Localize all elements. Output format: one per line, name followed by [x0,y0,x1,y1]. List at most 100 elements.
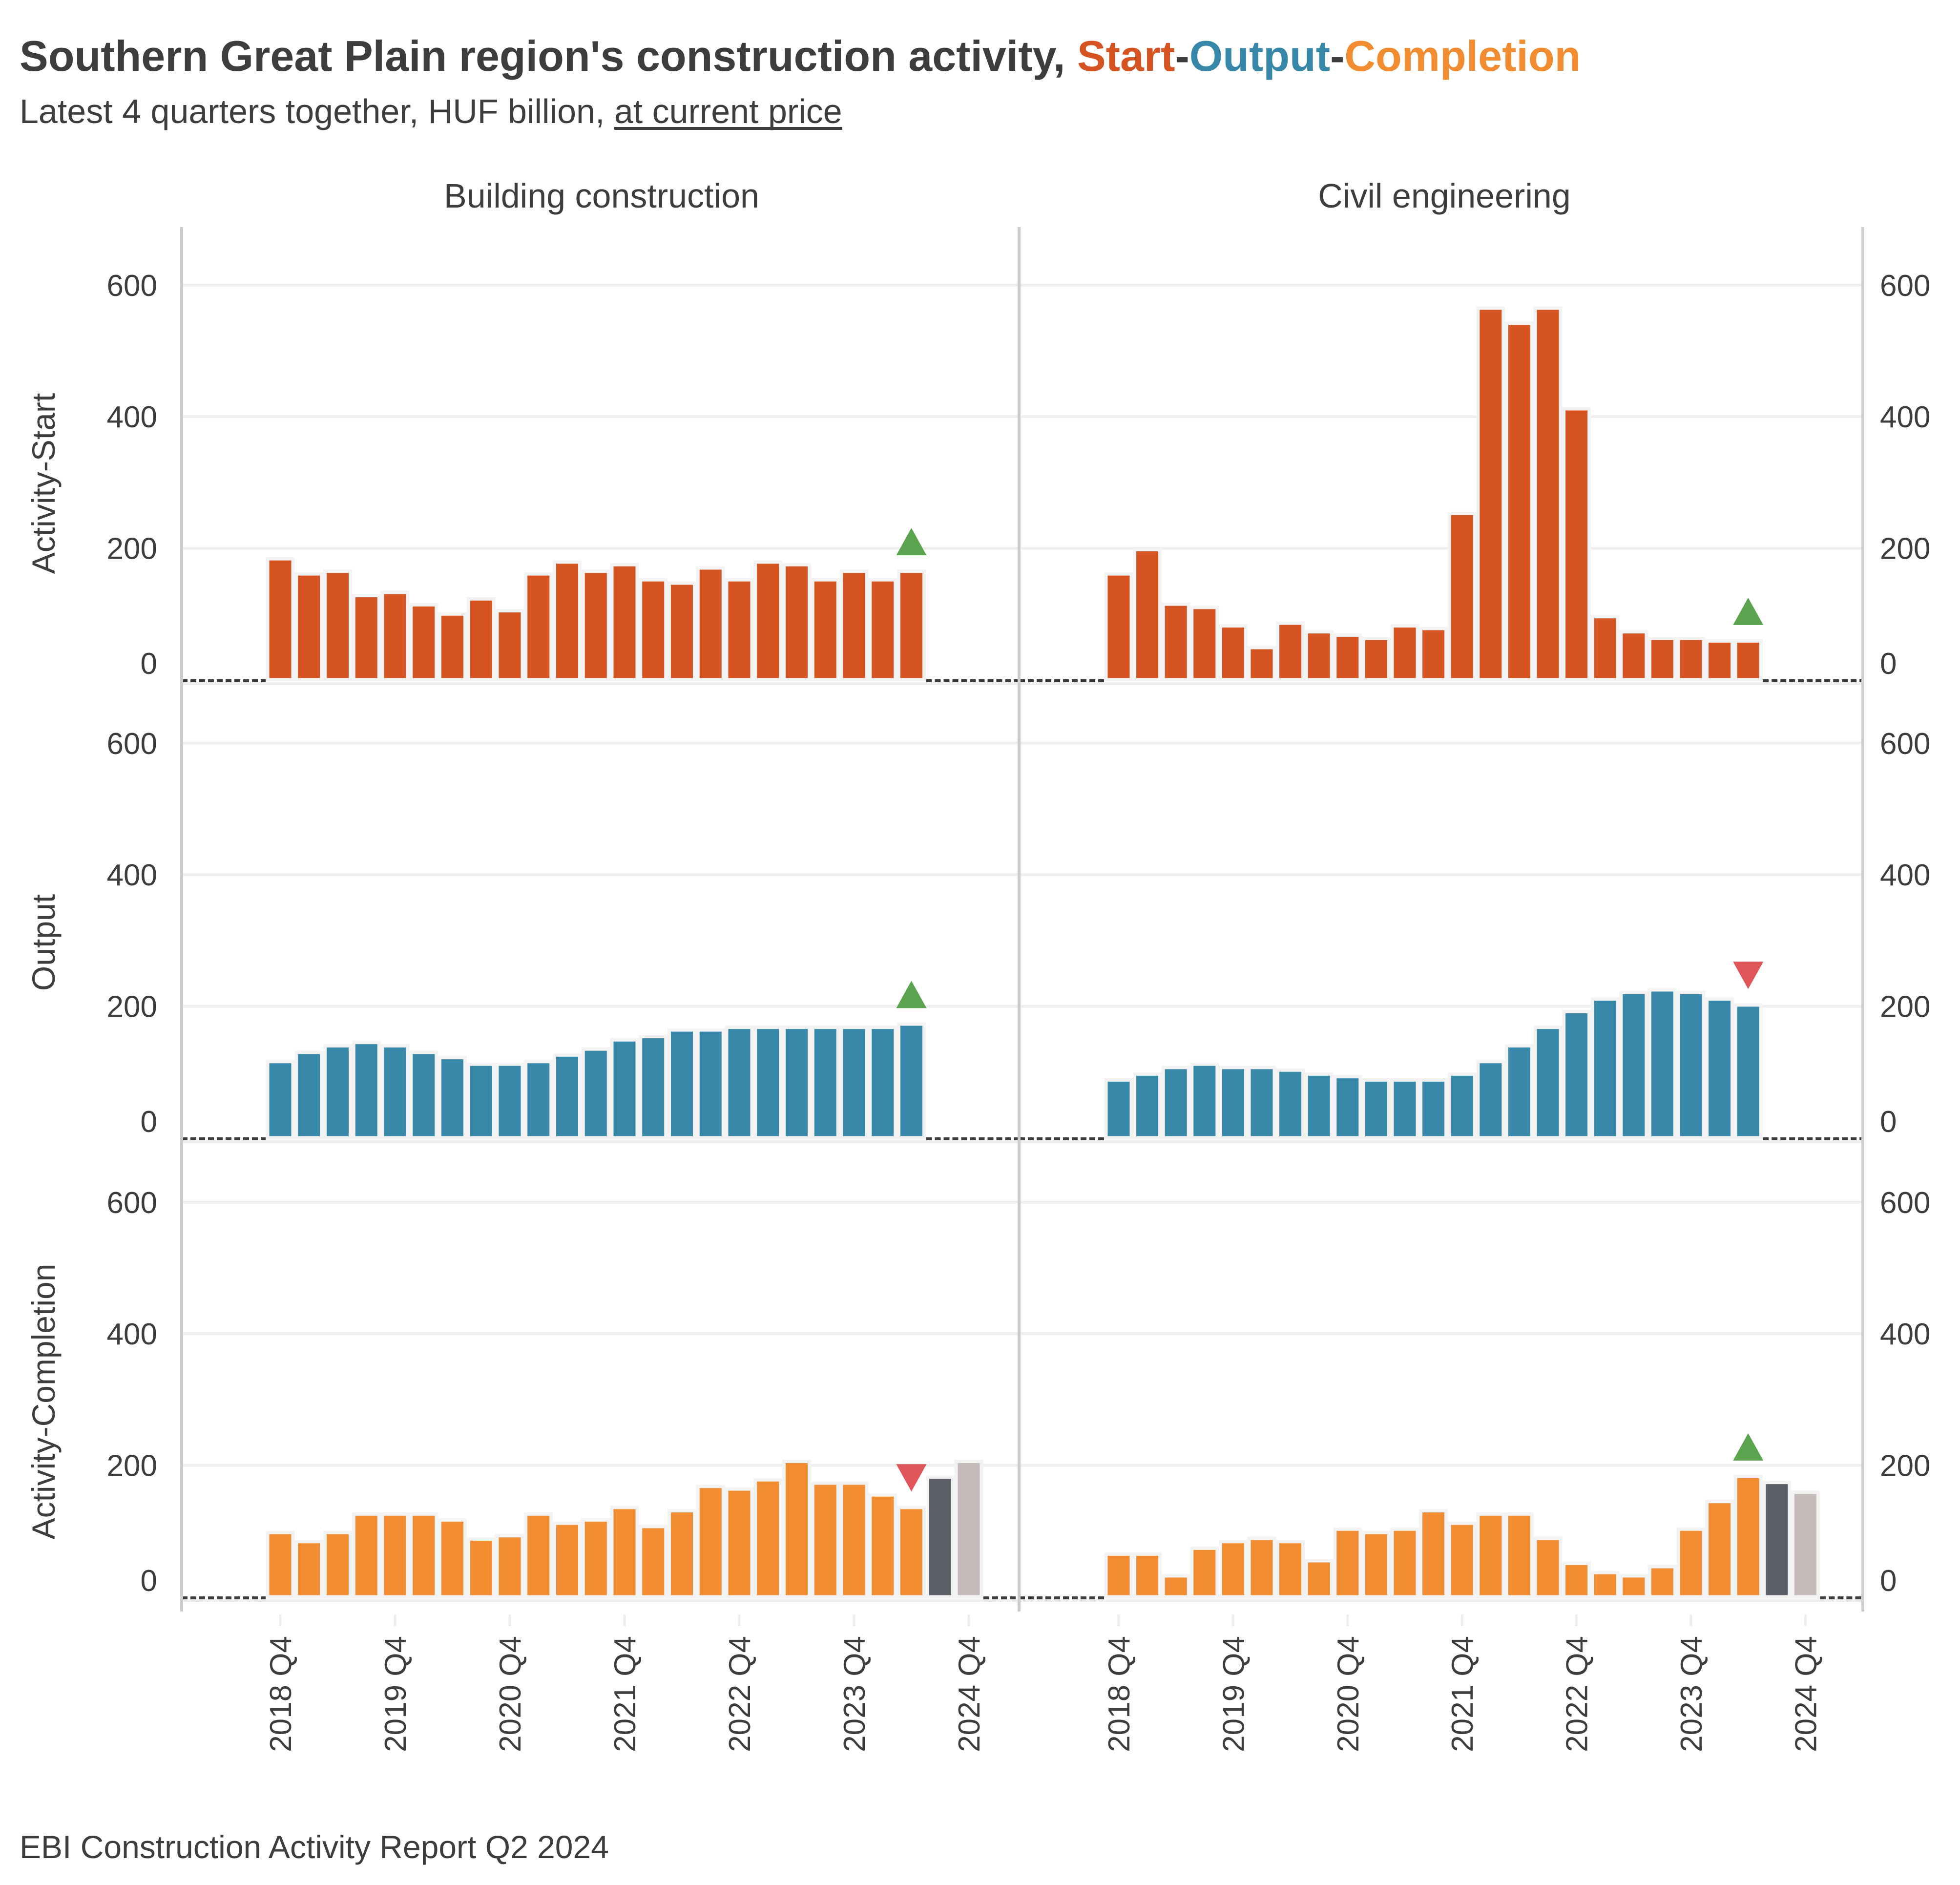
bar-civil-output-2018-Q4 [1104,1078,1133,1140]
bar-building-output-2019-Q3 [352,1041,381,1140]
strip-label-civil: Civil engineering [1318,177,1571,215]
bar-civil-output-2019-Q3 [1190,1062,1219,1140]
bar-building-output-2021-Q1 [524,1060,553,1140]
bar-building-start-2018-Q4 [266,557,295,682]
bar-building-start-2023-Q1 [753,560,783,682]
bar-civil-start-2022-Q4 [1562,407,1591,682]
bar-building-output-2022-Q4 [725,1026,754,1140]
bar-civil-completion-2019-Q4 [1218,1540,1248,1599]
y-tick-label-left: 400 [107,1318,157,1351]
x-tick-label: 2023 Q4 [1675,1636,1709,1752]
bar-building-start-2019-Q1 [294,572,324,682]
bar-building-completion-2020-Q4 [495,1534,524,1599]
bar-building-completion-2020-Q3 [466,1537,496,1599]
bar-building-start-2019-Q2 [323,569,352,682]
bar-civil-start-2023-Q4 [1676,636,1706,682]
bar-building-output-2021-Q2 [553,1053,582,1140]
chart-subtitle: Latest 4 quarters together, HUF billion,… [20,92,842,130]
bar-civil-output-2022-Q2 [1504,1044,1534,1140]
x-tick-label: 2018 Q4 [1103,1636,1136,1752]
bar-building-completion-2023-Q3 [811,1481,840,1599]
bar-civil-output-2023-Q4 [1676,990,1706,1140]
trend-down-icon [1733,962,1764,989]
bar-civil-start-2020-Q2 [1276,621,1305,682]
trend-up-icon [896,528,927,556]
bar-civil-completion-2024-Q1 [1705,1500,1734,1599]
bar-building-start-2020-Q3 [466,597,496,682]
bar-building-output-2022-Q1 [639,1035,668,1140]
bar-building-output-2023-Q3 [811,1026,840,1140]
bar-civil-start-2019-Q2 [1161,602,1190,682]
title-output: Output [1189,32,1330,80]
row-label-start: Activity-Start [25,393,62,574]
bar-civil-start-2021-Q4 [1447,511,1477,682]
subtitle-plain: Latest 4 quarters together, HUF billion, [20,92,614,130]
bar-civil-completion-2023-Q3 [1647,1565,1677,1599]
bar-building-start-2019-Q4 [380,590,410,682]
bar-civil-completion-2024-Q2 [1733,1474,1763,1599]
bar-civil-start-2019-Q1 [1133,547,1162,682]
bar-building-start-2023-Q3 [811,578,840,682]
bar-building-start-2019-Q3 [352,594,381,682]
x-tick-label: 2024 Q4 [953,1636,986,1752]
bar-building-output-2023-Q4 [839,1026,869,1140]
bar-building-start-2021-Q3 [581,569,610,682]
y-tick-label-right: 200 [1880,990,1930,1024]
title-completion: Completion [1344,32,1581,80]
bar-civil-completion-2023-Q4 [1676,1527,1706,1599]
x-tick-label: 2022 Q4 [723,1636,757,1752]
bar-civil-start-2024-Q2 [1733,639,1763,682]
bar-civil-output-2023-Q2 [1619,990,1648,1140]
y-tick-label-left: 0 [141,1564,157,1598]
strip-label-building: Building construction [444,177,759,215]
bar-building-completion-2020-Q1 [409,1512,438,1599]
bar-civil-completion-2021-Q2 [1390,1527,1419,1599]
bar-civil-output-2020-Q3 [1304,1072,1334,1140]
frame-layer [180,227,1864,1612]
bar-building-completion-2023-Q1 [753,1478,783,1599]
x-tick-label: 2021 Q4 [608,1636,642,1752]
bar-civil-output-2019-Q1 [1133,1072,1162,1140]
bar-building-output-2023-Q2 [782,1026,811,1140]
y-tick-label-right: 200 [1880,532,1930,566]
bar-building-start-2023-Q2 [782,563,811,682]
bar-civil-start-2020-Q4 [1333,633,1362,682]
y-tick-label-left: 600 [107,269,157,303]
bar-building-start-2022-Q1 [639,578,668,682]
y-tick-label-left: 200 [107,990,157,1024]
title-start: Start [1077,32,1175,80]
bar-building-completion-2023-Q4 [839,1481,869,1599]
title-dash-2: - [1330,32,1344,80]
y-tick-label-left: 600 [107,1186,157,1220]
bar-building-output-2019-Q1 [294,1050,324,1140]
caption: EBI Construction Activity Report Q2 2024 [20,1829,609,1865]
row-label-completion: Activity-Completion [25,1264,62,1540]
bar-building-start-2022-Q2 [667,581,696,682]
bar-building-completion-2019-Q2 [323,1530,352,1599]
bar-building-completion-2023-Q2 [782,1460,811,1599]
bar-civil-start-2020-Q3 [1304,630,1334,682]
bar-civil-start-2024-Q1 [1705,639,1734,682]
bar-civil-output-2020-Q4 [1333,1075,1362,1140]
bar-building-output-2021-Q4 [610,1038,639,1140]
x-tick-label: 2021 Q4 [1446,1636,1480,1752]
bar-forecast-civil-2024-Q4 [1791,1490,1820,1599]
x-tick-label: 2022 Q4 [1561,1636,1594,1752]
y-tick-label-right: 0 [1880,647,1897,681]
bar-civil-output-2021-Q2 [1390,1078,1419,1140]
bar-forecast-building-2024-Q3 [925,1475,955,1599]
x-tick-label: 2024 Q4 [1789,1636,1823,1752]
bar-building-completion-2024-Q2 [897,1506,926,1599]
bar-civil-start-2023-Q1 [1590,615,1620,682]
bar-building-start-2020-Q2 [438,612,467,682]
bar-building-completion-2019-Q4 [380,1512,410,1599]
bar-civil-start-2021-Q3 [1419,627,1448,682]
bar-building-output-2024-Q2 [897,1022,926,1140]
bar-civil-completion-2020-Q3 [1304,1559,1334,1599]
trend-down-icon [896,1464,927,1492]
y-tick-label-right: 0 [1880,1564,1897,1598]
x-tick-label: 2020 Q4 [1332,1636,1365,1752]
marker-layer [896,528,1764,1492]
bar-building-start-2022-Q4 [725,578,754,682]
